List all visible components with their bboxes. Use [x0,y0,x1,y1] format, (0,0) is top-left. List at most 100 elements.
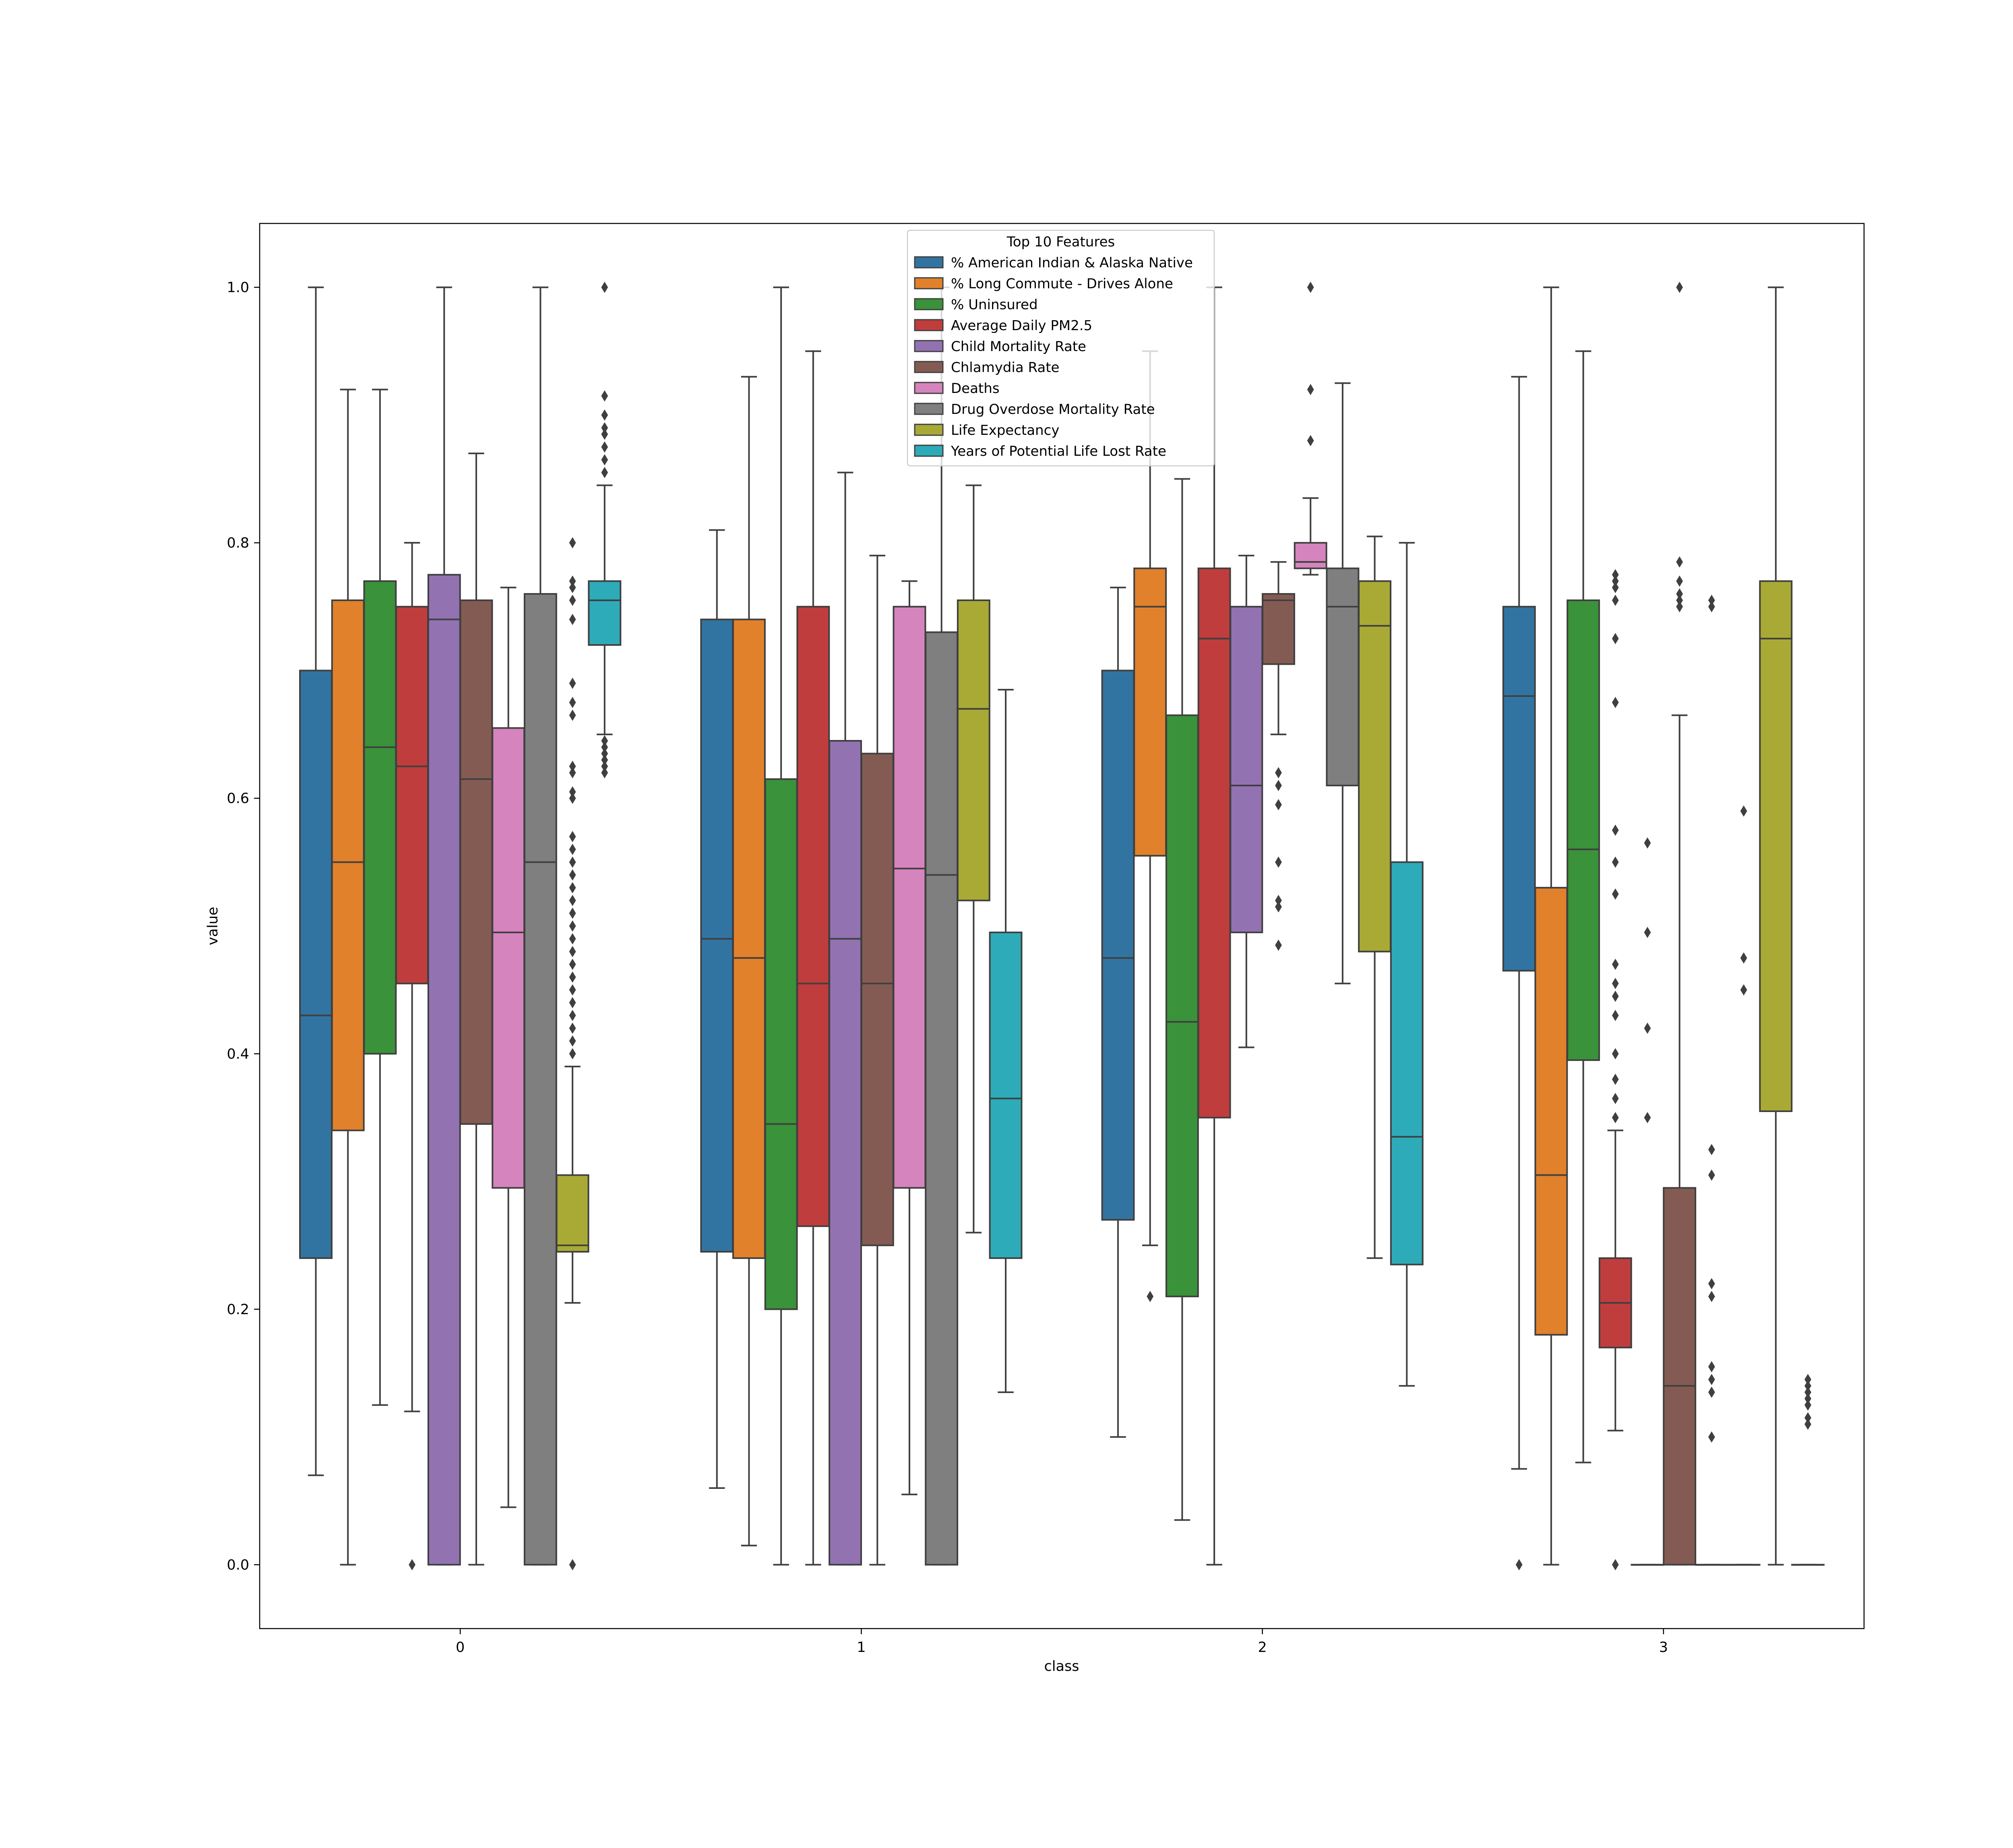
box-iqr [556,1174,589,1253]
outlier-point [1740,805,1747,817]
box-iqr [700,618,734,1253]
box-plot-item [764,286,798,1566]
box-plot-item [331,389,365,1566]
box-iqr [1133,567,1167,857]
box-iqr [1390,861,1424,1265]
legend-item: Chlamydia Rate [914,360,1059,376]
outlier-point [569,697,576,708]
axes-layer: 0.0 0.2 0.4 0.6 0.8 1.0 0 1 2 3 [227,280,1668,1656]
outlier-point [1275,939,1282,951]
box-iqr [331,599,365,1131]
legend-item: % Uninsured [914,297,1038,313]
outlier-point [1804,1374,1811,1385]
outlier-point [1804,1399,1811,1411]
outlier-point [1307,281,1314,293]
box-iqr [588,580,622,646]
outlier-point [569,767,576,779]
outlier-point [1612,697,1619,708]
outlier-point [1804,1418,1811,1430]
box-iqr [1197,567,1231,1118]
legend-label: % American Indian & Alaska Native [951,255,1193,271]
box-iqr [523,593,557,1566]
outlier-point [569,582,576,593]
box-iqr [1663,1187,1697,1566]
outlier-point [1676,281,1683,293]
box-iqr [1358,580,1392,953]
outlier-point [569,575,576,587]
outlier-point [1708,1278,1715,1290]
box-plot-item [1326,382,1360,984]
outlier-point [601,735,608,746]
legend-item: % American Indian & Alaska Native [914,255,1193,271]
outlier-point [1275,780,1282,791]
box-plot-item [1165,478,1199,1521]
box-iqr [860,752,894,1246]
box-iqr [299,670,333,1259]
box-plot-item [1631,837,1664,1566]
outlier-point [1740,984,1747,996]
outlier-point [1708,1374,1715,1385]
outlier-point [569,882,576,893]
outlier-point [1307,384,1314,395]
box-plot-item [427,286,461,1566]
box-iqr [1326,567,1360,786]
box-iqr [1230,606,1263,933]
outlier-point [1147,1291,1154,1302]
box-plot-item [1230,554,1263,1048]
box-iqr [492,727,525,1189]
box-plot-item [556,537,589,1571]
legend-item: Deaths [914,380,1000,397]
box-plot-item [1727,805,1761,1566]
outlier-point [569,786,576,798]
y-tick-label: 0.4 [227,1046,249,1062]
legend-swatch [914,361,944,373]
outlier-point [1275,901,1282,913]
x-axis-label: class [1044,1658,1079,1674]
outlier-point [1644,1112,1651,1123]
outlier-point [1612,990,1619,1002]
box-plot-item [989,689,1023,1393]
box-iqr [1294,542,1327,569]
legend-label: Life Expectancy [951,422,1059,438]
box-plot-item [1502,376,1536,1571]
legend-items: % American Indian & Alaska Native % Long … [914,255,1193,459]
box-iqr [395,606,429,984]
outlier-point [1676,575,1683,587]
outlier-point [1804,1393,1811,1404]
legend-item: Drug Overdose Mortality Rate [914,401,1155,418]
outlier-point [569,997,576,1009]
outlier-point [601,428,608,440]
legend-item: Years of Potential Life Lost Rate [914,443,1166,459]
legend: Top 10 Features % American Indian & Alas… [907,229,1215,467]
legend-swatch [914,403,944,415]
outlier-point [1740,952,1747,964]
outlier-point [569,1010,576,1021]
outlier-point [1612,582,1619,593]
legend-label: Drug Overdose Mortality Rate [951,401,1155,418]
box-iqr [1101,670,1135,1221]
box-plot-item [1358,535,1392,1259]
outlier-point [1275,895,1282,906]
box-iqr [829,740,862,1566]
box-iqr [363,580,397,1055]
legend-swatch [914,424,944,436]
box-plot-item [796,350,830,1566]
outlier-point [569,856,576,868]
legend-item: Child Mortality Rate [914,339,1086,355]
box-iqr [1567,599,1600,1061]
legend-swatch [914,340,944,352]
outlier-point [601,390,608,402]
outlier-point [1708,1387,1715,1398]
box-plot-item [1101,587,1135,1438]
box-plot-item [829,471,862,1566]
box-plot-item [860,554,894,1566]
outlier-point [1676,588,1683,600]
legend-frame [907,229,1215,467]
boxes-layer [299,281,1825,1571]
box-plot-item [1567,350,1600,1464]
outlier-point [1708,1361,1715,1373]
box-plot-item [395,542,429,1571]
y-tick-label: 0.0 [227,1557,249,1573]
outlier-point [569,1035,576,1047]
box-iqr [957,599,990,901]
